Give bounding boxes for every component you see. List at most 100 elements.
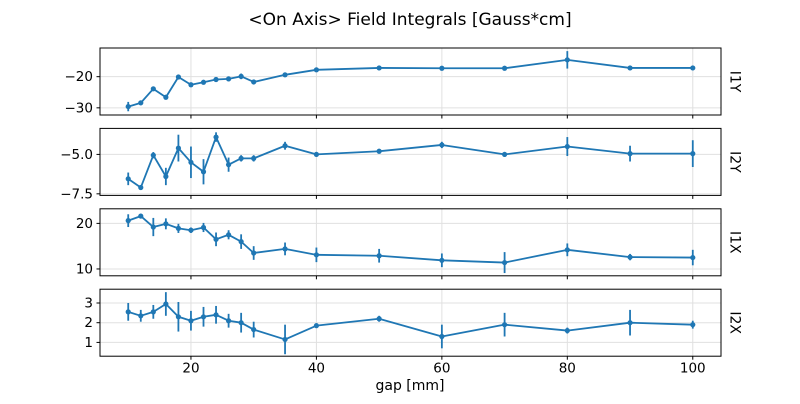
data-point — [251, 155, 257, 161]
data-point — [150, 86, 156, 92]
data-point — [225, 162, 232, 168]
right-label-i2x: I2X — [727, 311, 743, 334]
data-point — [564, 247, 570, 253]
data-point — [138, 184, 144, 191]
subplot-i1y: −20 −30 — [65, 47, 722, 119]
data-point — [150, 309, 156, 315]
data-point — [376, 253, 382, 259]
data-point — [313, 323, 320, 329]
data-point — [501, 151, 508, 158]
y-tick-label: −5.0 — [60, 147, 93, 163]
data-point — [501, 322, 508, 328]
subplot-i2x: 20 40 60 80 100 3 2 1 — [84, 288, 722, 377]
x-tick-label: 40 — [308, 361, 325, 377]
data-point — [439, 142, 445, 148]
data-point — [200, 169, 207, 175]
data-point — [313, 151, 320, 158]
data-point — [627, 320, 633, 326]
plot-background — [100, 208, 721, 276]
right-label-i1x: I1X — [727, 231, 743, 254]
data-point — [564, 57, 570, 63]
data-point — [690, 322, 696, 328]
data-point — [376, 65, 382, 71]
data-point — [138, 313, 144, 319]
data-point — [225, 232, 232, 238]
axes-spines — [99, 127, 722, 196]
data-point — [282, 336, 288, 343]
data-point — [376, 316, 382, 322]
data-point — [282, 72, 288, 78]
data-point — [188, 82, 194, 88]
data-point — [163, 94, 169, 100]
x-axis-label: gap [mm] — [375, 378, 444, 394]
chart-title: <On Axis> Field Integrals [Gauss*cm] — [248, 10, 571, 30]
data-point — [125, 176, 131, 182]
right-label-i1y: I1Y — [727, 71, 743, 93]
data-point — [125, 218, 131, 224]
data-point — [138, 100, 144, 106]
data-point — [439, 257, 445, 263]
data-point — [163, 301, 169, 307]
data-point — [125, 309, 131, 315]
data-point — [564, 143, 570, 150]
data-point — [200, 79, 207, 85]
data-point — [188, 227, 194, 233]
data-point — [188, 318, 194, 324]
data-point — [238, 155, 244, 161]
subplot-i2y: −5.0 −7.5 — [60, 127, 722, 202]
data-point — [225, 318, 232, 324]
data-point — [282, 246, 288, 252]
data-point — [627, 254, 633, 260]
data-point — [564, 327, 570, 334]
y-tick-label: −30 — [65, 100, 94, 116]
data-point — [627, 65, 633, 71]
data-point — [376, 148, 382, 154]
axes-spines — [99, 208, 722, 277]
data-point — [238, 320, 244, 326]
y-tick-label: −20 — [65, 69, 94, 85]
y-tick-label: 1 — [84, 335, 93, 351]
data-point — [251, 79, 257, 85]
y-tick-label: −7.5 — [60, 186, 93, 202]
right-label-i2y: I2Y — [727, 151, 743, 173]
data-point — [251, 250, 257, 256]
data-point — [163, 221, 169, 227]
data-point — [150, 224, 156, 230]
data-point — [690, 65, 696, 71]
x-tick-label: 60 — [433, 361, 450, 377]
data-point — [238, 73, 244, 79]
data-point — [175, 74, 182, 80]
data-point — [251, 326, 257, 333]
data-point — [175, 225, 182, 231]
y-tick-label: 3 — [84, 295, 93, 311]
data-point — [138, 213, 144, 219]
data-point — [150, 152, 156, 158]
data-point — [188, 159, 194, 165]
data-point — [627, 151, 633, 157]
data-point — [175, 314, 182, 320]
data-point — [690, 151, 696, 157]
data-point — [225, 76, 232, 82]
data-point — [200, 314, 207, 320]
data-point — [238, 239, 244, 245]
y-tick-label: 2 — [84, 315, 93, 331]
data-point — [690, 254, 696, 261]
data-point — [501, 259, 508, 266]
data-point — [439, 65, 445, 71]
axes-spines — [99, 47, 722, 116]
data-point — [439, 333, 445, 340]
data-point — [213, 134, 219, 140]
data-point — [200, 224, 207, 231]
data-point — [282, 143, 288, 149]
data-point — [213, 236, 219, 242]
data-point — [213, 312, 219, 318]
data-point — [213, 76, 219, 83]
y-tick-label: 10 — [76, 261, 93, 277]
data-point — [313, 67, 320, 73]
x-tick-label: 100 — [680, 361, 706, 377]
x-tick-label: 80 — [559, 361, 576, 377]
